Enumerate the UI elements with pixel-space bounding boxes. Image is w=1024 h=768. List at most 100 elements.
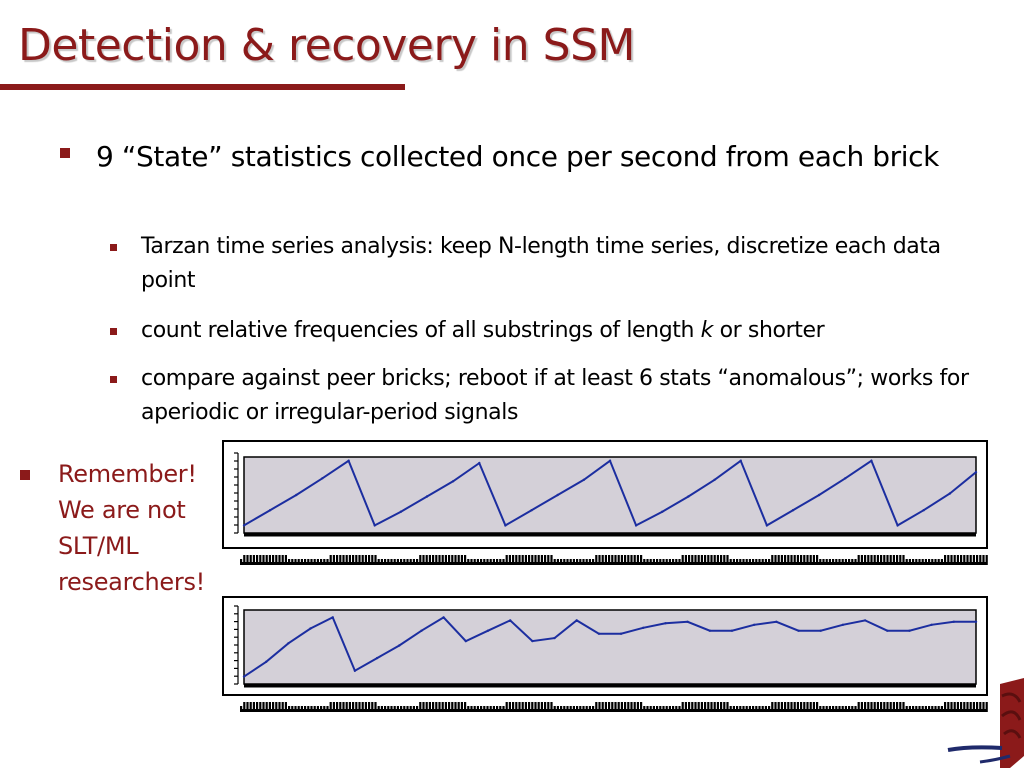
- x-tick-label-mark: [713, 702, 716, 712]
- x-tick-label-mark: [691, 702, 694, 712]
- x-tick-label-mark: [774, 702, 777, 712]
- x-tick-label-mark: [684, 702, 687, 712]
- x-tick-label-mark: [704, 555, 707, 565]
- x-tick-label-mark: [419, 555, 422, 565]
- x-tick-label-mark: [857, 555, 860, 565]
- data-point: [730, 629, 734, 632]
- x-tick-label-mark: [505, 702, 508, 712]
- bullet-state-statistics: 9 “State” statistics collected once per …: [60, 136, 960, 177]
- university-logo-icon: [947, 678, 1024, 768]
- sub-bullet-text: count relative frequencies of all substr…: [110, 314, 970, 348]
- x-tick-label-mark: [329, 702, 332, 712]
- x-tick-label-mark: [275, 702, 278, 712]
- x-tick-label-mark: [361, 555, 364, 565]
- x-tick-label-mark: [972, 702, 975, 712]
- x-tick-label-mark: [627, 702, 630, 712]
- x-tick-label-mark: [790, 555, 793, 565]
- x-tick-label-mark: [521, 702, 524, 712]
- bullet-text: 9 “State” statistics collected once per …: [96, 140, 939, 173]
- x-tick-label-mark: [611, 702, 614, 712]
- x-tick-label-mark: [435, 702, 438, 712]
- x-tick-label-mark: [944, 555, 947, 565]
- x-tick-label-mark: [604, 702, 607, 712]
- x-tick-label-mark: [630, 702, 633, 712]
- x-tick-label-mark: [870, 702, 873, 712]
- x-tick-label-mark: [720, 702, 723, 712]
- x-tick-label-mark: [976, 702, 979, 712]
- x-tick-label-mark: [284, 702, 287, 712]
- x-tick-label-mark: [531, 702, 534, 712]
- x-tick-label-mark: [528, 555, 531, 565]
- x-tick-label-mark: [697, 555, 700, 565]
- x-tick-label-mark: [339, 702, 342, 712]
- callout-text: Remember! We are not SLT/ML researchers!: [58, 460, 205, 596]
- x-tick-label-mark: [368, 555, 371, 565]
- x-tick-label-mark: [972, 555, 975, 565]
- x-tick-label-mark: [278, 702, 281, 712]
- x-tick-label-mark: [249, 702, 252, 712]
- x-tick-label-mark: [252, 702, 255, 712]
- data-point: [753, 623, 756, 626]
- x-tick-label-mark: [374, 702, 377, 712]
- x-tick-label-mark: [806, 555, 809, 565]
- data-point: [608, 459, 612, 462]
- x-tick-label-mark: [812, 702, 815, 712]
- x-tick-label-mark: [425, 702, 428, 712]
- x-tick-label-mark: [860, 702, 863, 712]
- sub-bullet-compare: compare against peer bricks; reboot if a…: [110, 362, 970, 430]
- x-tick-label-mark: [886, 555, 889, 565]
- x-tick-label-mark: [640, 555, 643, 565]
- x-tick-label-mark: [787, 555, 790, 565]
- sub-bullet-text-end: or shorter: [713, 318, 825, 343]
- x-tick-label-mark: [956, 702, 959, 712]
- x-tick-label-mark: [419, 702, 422, 712]
- data-point: [739, 459, 742, 462]
- x-tick-label-mark: [617, 555, 620, 565]
- x-tick-label-mark: [547, 702, 550, 712]
- x-tick-label-mark: [963, 555, 966, 565]
- x-tick-label-mark: [867, 702, 870, 712]
- x-tick-label-mark: [982, 555, 985, 565]
- x-tick-label-mark: [700, 555, 703, 565]
- x-tick-label-mark: [771, 555, 774, 565]
- x-tick-label-mark: [348, 702, 351, 712]
- x-tick-label-mark: [694, 702, 697, 712]
- x-tick-label-mark: [707, 555, 710, 565]
- x-tick-label-mark: [876, 555, 879, 565]
- x-tick-label-mark: [803, 702, 806, 712]
- x-tick-label-mark: [451, 555, 454, 565]
- x-tick-label-mark: [425, 555, 428, 565]
- data-point: [974, 620, 978, 623]
- x-tick-label-mark: [880, 702, 883, 712]
- data-point: [353, 669, 357, 672]
- x-tick-label-mark: [454, 702, 457, 712]
- x-tick-label-mark: [361, 702, 364, 712]
- x-tick-label-mark: [873, 702, 876, 712]
- x-tick-label-mark: [432, 555, 435, 565]
- x-tick-label-mark: [262, 555, 265, 565]
- x-tick-label-mark: [464, 555, 467, 565]
- x-tick-label-mark: [448, 702, 451, 712]
- x-tick-label-mark: [796, 555, 799, 565]
- data-point: [373, 524, 376, 527]
- x-tick-label-mark: [982, 702, 985, 712]
- x-tick-label-mark: [864, 555, 867, 565]
- x-tick-label-mark: [966, 555, 969, 565]
- x-tick-label-mark: [976, 555, 979, 565]
- data-point: [844, 477, 847, 480]
- x-tick-label-mark: [892, 555, 895, 565]
- x-tick-label-mark: [697, 702, 700, 712]
- x-tick-label-mark: [371, 555, 374, 565]
- x-tick-label-mark: [723, 555, 726, 565]
- data-point: [556, 493, 559, 497]
- data-point: [321, 477, 324, 480]
- time-series-chart-periodic: [222, 440, 988, 565]
- data-point: [634, 524, 638, 527]
- x-tick-label-mark: [595, 555, 598, 565]
- x-tick-label-mark: [630, 555, 633, 565]
- x-tick-label-mark: [790, 702, 793, 712]
- x-tick-label-mark: [950, 555, 953, 565]
- x-tick-label-mark: [857, 702, 860, 712]
- x-tick-label-mark: [528, 702, 531, 712]
- x-tick-label-mark: [598, 702, 601, 712]
